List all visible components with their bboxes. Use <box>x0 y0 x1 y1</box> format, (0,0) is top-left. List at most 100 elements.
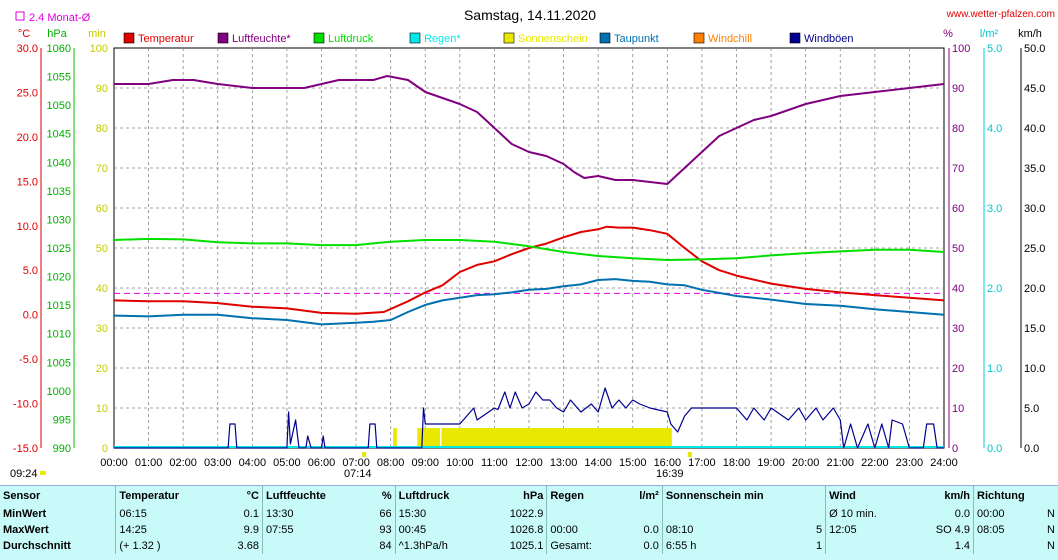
table-row: Durchschnitt (+ 1.32 ) 3.68 84 ^1.3hPa/h 1025… <box>0 538 1058 554</box>
tick-label-pressure: 1005 <box>47 357 71 369</box>
legend-item: Luftfeuchte* <box>217 32 291 45</box>
tick-label-sun: 100 <box>90 43 108 55</box>
time-tick-label: 13:00 <box>550 457 578 469</box>
table-cell: Gesamt: <box>546 538 622 554</box>
legend-label: Taupunkt <box>614 33 659 45</box>
table-cell <box>661 506 785 522</box>
sun-marker <box>40 471 46 475</box>
legend-swatch <box>693 32 705 44</box>
tick-label-humidity: 30 <box>952 323 964 335</box>
tick-label-sun: 0 <box>102 443 108 455</box>
tick-label-temp: -5.0 <box>19 354 38 366</box>
tick-label-rain: 0.0 <box>987 443 1002 455</box>
table-cell: 00:00 <box>546 522 622 538</box>
axis-unit-label: % <box>943 28 953 40</box>
time-tick-label: 08:00 <box>377 457 405 469</box>
time-tick-label: 14:00 <box>584 457 612 469</box>
tick-label-sun: 10 <box>96 403 108 415</box>
tick-label-sun: 30 <box>96 323 108 335</box>
table-header-cell: Regen <box>546 486 622 506</box>
monthly-avg-icon <box>15 11 25 21</box>
legend-item: Taupunkt <box>599 32 659 45</box>
table-cell <box>546 506 622 522</box>
time-tick-label: 00:00 <box>100 457 128 469</box>
legend-label: Sonnenschein <box>518 33 588 45</box>
table-cell <box>784 506 825 522</box>
table-header-cell: Temperatur <box>115 486 219 506</box>
monthly-avg-label: 2.4 Monat-Ø <box>29 12 91 24</box>
table-row-label: MaxWert <box>3 524 49 536</box>
table-cell: 9.9 <box>243 524 259 536</box>
tick-label-wind: 35.0 <box>1024 163 1045 175</box>
axis-units: °C hPa min% l/m² km/h <box>18 28 1042 40</box>
tick-label-humidity: 40 <box>952 283 964 295</box>
tick-label-pressure: 1015 <box>47 300 71 312</box>
tick-label-rain: 3.0 <box>987 203 1002 215</box>
time-tick-label: 18:00 <box>723 457 751 469</box>
table-cell: 3.68 <box>237 540 259 552</box>
time-tick-label: 09:00 <box>411 457 439 469</box>
tick-label-pressure: 990 <box>53 443 71 455</box>
legend-swatch <box>123 32 135 44</box>
legend-item: Regen* <box>409 32 461 45</box>
time-tick-label: 22:00 <box>861 457 889 469</box>
tick-label-rain: 1.0 <box>987 363 1002 375</box>
table-header-cell: Wind <box>825 486 911 506</box>
legend-label: Luftfeuchte* <box>232 33 291 45</box>
tick-label-temp: 30.0 <box>17 43 38 55</box>
tick-label-pressure: 995 <box>53 414 71 426</box>
time-tick-label: 20:00 <box>792 457 820 469</box>
legend-swatch <box>313 32 325 44</box>
time-tick-label: 02:00 <box>169 457 197 469</box>
table-cell: 00:45 <box>394 522 485 538</box>
table-cell: 84 <box>379 540 392 552</box>
site-link[interactable]: www.wetter-pfalzen.com <box>946 9 1055 20</box>
tick-label-sun: 50 <box>96 243 108 255</box>
table-cell: 1 <box>815 540 823 552</box>
table-cell: 1026.8 <box>509 524 544 536</box>
tick-label-wind: 0.0 <box>1024 443 1039 455</box>
last-update-time: 09:24 <box>10 468 38 480</box>
axis-unit-label: min <box>88 28 106 40</box>
sun-markers <box>40 452 692 475</box>
series-line <box>114 75 945 185</box>
table-cell: 0.1 <box>243 508 259 520</box>
time-tick-label: 17:00 <box>688 457 716 469</box>
legend-swatch <box>409 32 421 44</box>
axis-unit-label: °C <box>18 28 30 40</box>
table-cell: ^1.3hPa/h <box>394 538 485 554</box>
axes: 30.0 25.0 20.0 15.0 10.0 5.0 0.0 -5.0 -10.0 -15.0… <box>13 43 1046 469</box>
series-line <box>114 387 944 449</box>
tick-label-temp: 25.0 <box>17 87 38 99</box>
tick-label-humidity: 60 <box>952 203 964 215</box>
tick-label-temp: -10.0 <box>13 399 38 411</box>
tick-label-sun: 40 <box>96 283 108 295</box>
table-header-cell: Luftdruck <box>394 486 485 506</box>
tick-label-rain: 2.0 <box>987 283 1002 295</box>
table-cell: SO 4.9 <box>935 524 971 536</box>
tick-label-temp: 5.0 <box>23 265 38 277</box>
tick-label-sun: 20 <box>96 363 108 375</box>
time-tick-label: 06:00 <box>308 457 336 469</box>
table-row: MaxWert 14:25 9.9 07:55 93 00:45 1026.8 00:00 0.… <box>0 522 1058 538</box>
tick-label-pressure: 1055 <box>47 72 71 84</box>
table-cell <box>973 538 1034 554</box>
tick-label-wind: 5.0 <box>1024 403 1039 415</box>
table-cell: 1025.1 <box>509 540 544 552</box>
table-cell: 08:10 <box>661 522 785 538</box>
weather-chart: Samstag, 14.11.2020 www.wetter-pfalzen.c… <box>10 7 1055 480</box>
sunset-time: 16:39 <box>656 468 684 480</box>
table-cell: 1.4 <box>954 540 971 552</box>
tick-label-pressure: 1020 <box>47 272 71 284</box>
legend-swatch <box>217 32 229 44</box>
table-header-cell: °C <box>246 490 259 502</box>
tick-label-temp: 0.0 <box>23 310 38 322</box>
tick-label-sun: 80 <box>96 123 108 135</box>
tick-label-humidity: 70 <box>952 163 964 175</box>
table-cell: 07:55 <box>261 522 366 538</box>
table-cell: Ø 10 min. <box>825 506 911 522</box>
table-cell: 00:00 <box>973 506 1034 522</box>
legend-item: Windböen <box>789 32 854 45</box>
tick-label-pressure: 1045 <box>47 129 71 141</box>
table-cell: 1022.9 <box>509 508 544 520</box>
